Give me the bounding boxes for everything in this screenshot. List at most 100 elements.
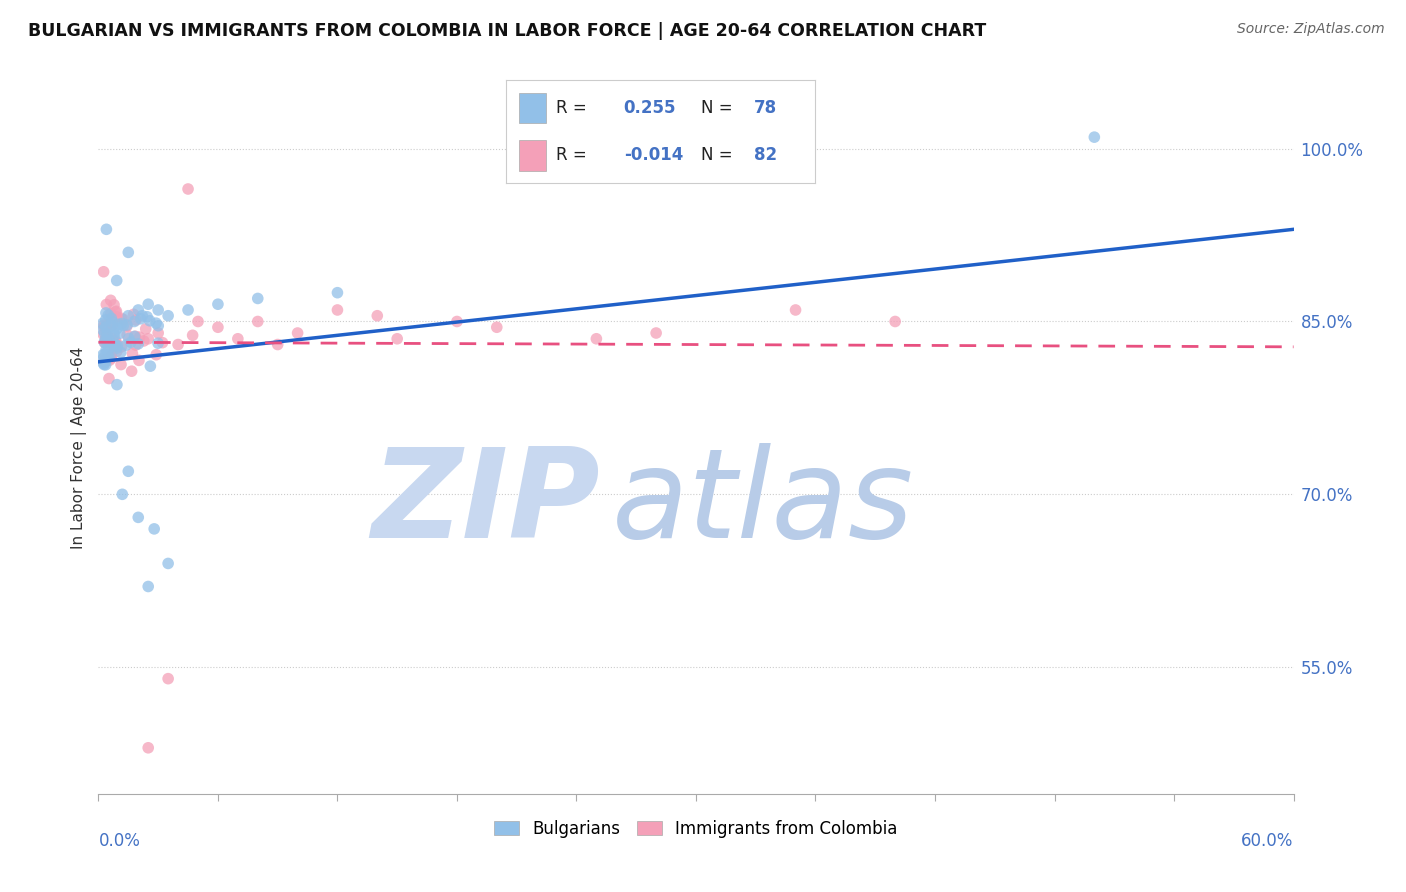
Point [94,312,117,326]
Point [93,320,115,334]
Point [98,334,121,349]
Text: R =: R = [555,99,586,117]
Point [98,349,121,363]
Point [110,340,132,354]
Point [785,302,807,317]
Point [110,345,132,359]
Point [115,338,138,352]
Point [93,351,115,366]
Point [101,315,124,329]
Point [105,310,128,324]
Text: 0.0%: 0.0% [98,832,141,850]
Point [107,318,129,332]
Point [884,314,907,328]
Text: N =: N = [702,146,733,164]
Point [139,314,162,328]
Point [157,672,180,686]
Point [105,304,128,318]
Point [129,311,152,326]
Point [146,336,169,351]
Point [366,309,388,323]
Point [118,331,141,345]
Point [145,348,167,362]
Point [326,302,349,317]
Point [124,314,146,328]
Point [97,308,120,322]
Point [207,320,229,334]
Point [96,343,118,357]
Point [93,318,115,332]
Point [136,297,159,311]
Point [128,330,150,344]
Point [101,318,124,332]
Point [105,341,128,355]
Point [124,329,146,343]
Point [112,312,135,326]
Text: N =: N = [702,99,733,117]
Point [98,333,121,347]
Text: BULGARIAN VS IMMIGRANTS FROM COLOMBIA IN LABOR FORCE | AGE 20-64 CORRELATION CHA: BULGARIAN VS IMMIGRANTS FROM COLOMBIA IN… [28,22,987,40]
Point [91,323,114,337]
Point [100,311,122,326]
Point [127,302,149,317]
Point [117,464,139,478]
Point [93,358,115,372]
Point [96,327,118,342]
Point [117,245,139,260]
Point [167,337,190,351]
Point [100,293,122,308]
Point [152,335,174,350]
Point [177,182,200,196]
Point [100,307,122,321]
Point [104,334,127,349]
Point [103,339,125,353]
Point [446,314,468,328]
Point [287,326,309,340]
Legend: Bulgarians, Immigrants from Colombia: Bulgarians, Immigrants from Colombia [488,813,904,845]
Point [96,318,118,332]
Point [91,316,114,330]
Point [112,318,135,333]
Point [122,307,145,321]
Point [124,338,146,352]
Point [157,557,180,571]
Point [1083,130,1105,145]
Point [121,346,143,360]
Point [111,317,134,331]
Point [127,510,149,524]
Point [143,522,166,536]
Point [97,334,120,349]
Point [103,334,125,348]
Point [100,349,122,363]
Text: atlas: atlas [613,443,914,564]
Point [103,298,125,312]
Point [115,318,138,332]
Point [148,302,170,317]
Point [131,309,153,323]
Point [104,305,127,319]
Point [105,273,128,287]
Text: R =: R = [555,146,586,164]
Point [104,337,127,351]
Point [110,311,132,326]
Point [115,328,138,343]
Point [104,342,127,356]
Point [100,351,122,365]
Point [97,347,120,361]
Point [103,326,125,340]
Point [101,430,124,444]
Point [187,314,209,328]
Point [125,313,148,327]
Point [110,358,132,372]
Point [103,328,125,343]
Point [246,292,269,306]
Text: ZIP: ZIP [371,443,600,564]
Point [100,318,122,333]
Point [136,310,159,324]
Point [96,327,118,342]
Point [94,352,117,367]
Point [124,329,146,343]
Point [91,327,114,342]
Point [98,371,121,385]
Point [97,341,120,355]
